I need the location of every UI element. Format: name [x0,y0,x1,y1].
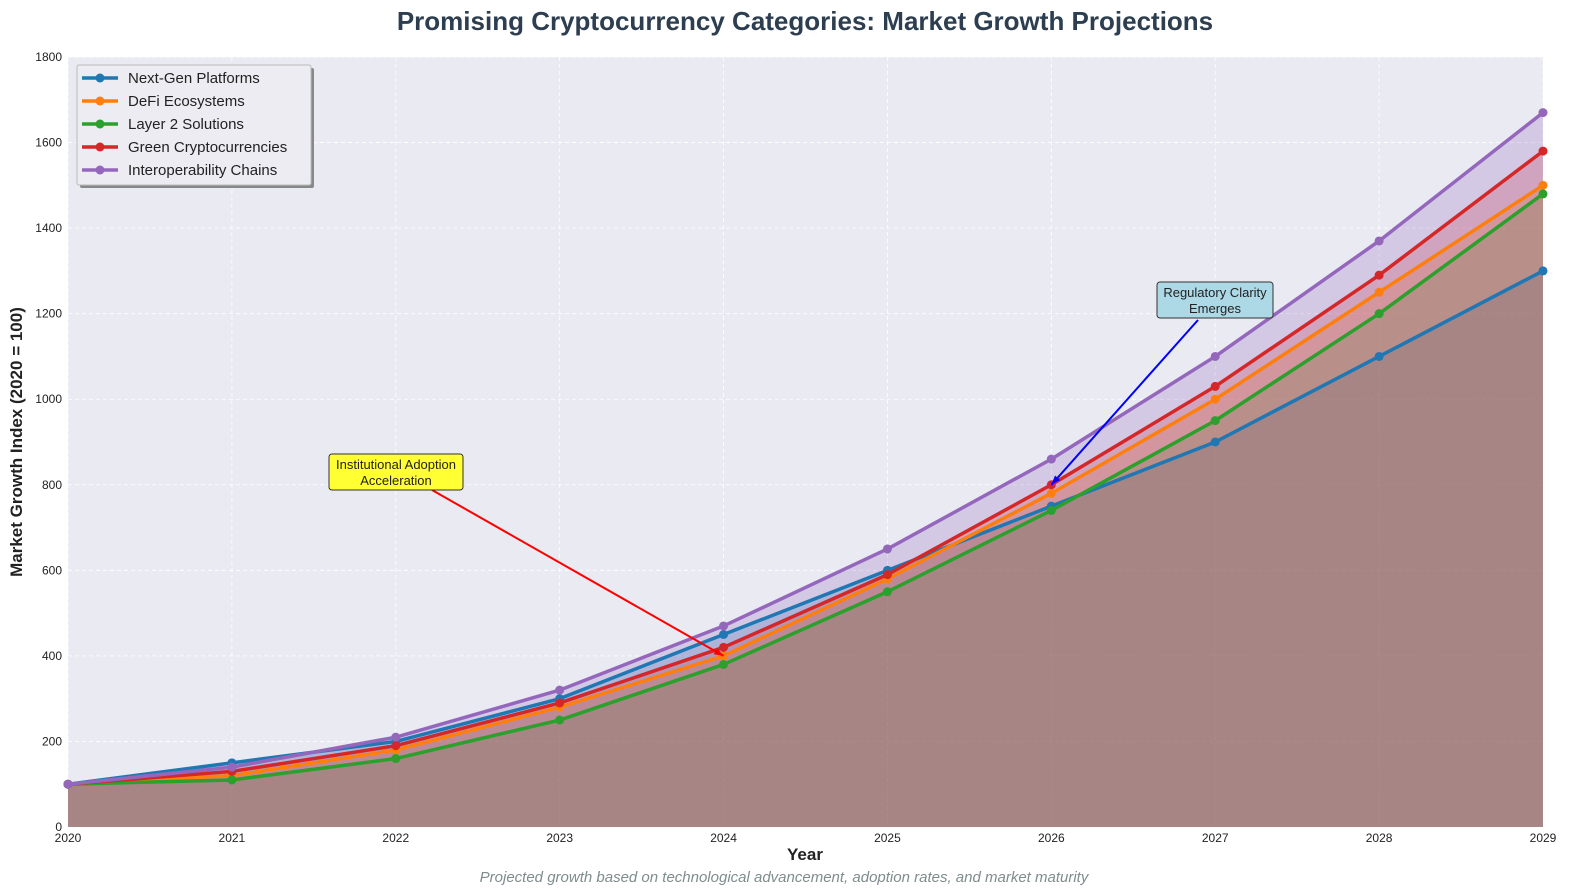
data-point [555,698,565,708]
area-fill [68,270,1543,827]
area-fill [68,151,1543,828]
data-point [1538,108,1548,118]
y-tick-label: 800 [42,478,62,492]
annotation-text: Regulatory Clarity [1163,285,1267,300]
series-line [67,192,1545,786]
y-tick-label: 400 [42,649,62,663]
area-fill [68,193,1543,827]
legend-label: Layer 2 Solutions [128,116,244,133]
annotation-text: Acceleration [360,473,432,488]
legend-marker [95,142,105,152]
y-tick-label: 1800 [35,50,62,64]
y-tick-label: 1200 [35,307,62,321]
x-tick-label: 2028 [1366,831,1393,845]
legend-marker [95,96,105,106]
data-point [1374,309,1384,319]
legend-label: Green Cryptocurrencies [128,139,287,156]
annotation-box [1156,281,1274,319]
data-point [1538,146,1548,156]
y-tick-label: 1600 [35,136,62,150]
series-line [67,183,1544,786]
x-tick-label: 2027 [1202,831,1229,845]
y-tick-label: 0 [55,820,62,834]
x-tick-label: 2023 [546,831,573,845]
data-point [1046,505,1056,515]
x-axis-label: Year [787,845,823,864]
data-point [1210,394,1220,404]
data-point [719,642,729,652]
legend-marker [95,73,105,83]
data-point [1210,437,1220,447]
data-point [882,570,892,580]
data-point [1374,236,1384,246]
area-fill [68,112,1543,828]
data-point [555,685,565,695]
legend-marker [95,119,105,129]
x-tick-label: 2029 [1530,831,1557,845]
legend-marker [95,165,105,175]
data-point [1046,488,1056,498]
area-fill [68,185,1543,828]
annotation-arrow [431,489,725,657]
series-lines [63,108,1548,789]
grid [67,56,1544,828]
arrow-head [1051,475,1061,485]
x-tick-label: 2021 [219,831,246,845]
legend-label: Next-Gen Platforms [128,70,260,87]
data-point [227,762,237,772]
annotation-box [328,453,464,491]
data-point [1210,351,1220,361]
data-point [1210,416,1220,426]
y-tick-label: 1400 [35,221,62,235]
legend-label: DeFi Ecosystems [128,93,245,110]
data-point [719,621,729,631]
data-point [882,587,892,597]
annotation-text: Institutional Adoption [336,457,456,472]
data-point [719,630,729,639]
data-point [1046,454,1056,464]
caption: Projected growth based on technological … [480,869,1090,886]
series-line [67,111,1545,786]
data-point [391,732,401,742]
data-point [391,741,401,751]
chart-title: Promising Cryptocurrency Categories: Mar… [397,6,1213,36]
annotation-text: Emerges [1189,301,1242,316]
x-tick-label: 2022 [382,831,409,845]
data-point [1538,266,1548,276]
y-axis-label: Market Growth Index (2020 = 100) [7,307,26,577]
y-tick-label: 1000 [35,392,62,406]
data-point [1374,351,1384,361]
legend-box [76,64,312,186]
annotation-arrow [1050,319,1199,486]
data-point [1538,189,1548,199]
legend: Next-Gen Platforms DeFi Ecosystems Layer 2… [76,64,314,188]
data-point [227,775,237,785]
data-point [555,715,565,725]
data-point [1374,287,1384,297]
data-point [1210,381,1220,391]
data-point [391,754,401,764]
x-tick-label: 2024 [710,831,737,845]
arrow-head [713,648,724,656]
area-fills [68,112,1543,828]
x-tick-label: 2025 [874,831,901,845]
data-point [63,779,73,789]
data-point [719,659,729,669]
data-point [882,544,892,554]
y-tick-label: 200 [42,734,62,748]
tick-labels: 2020 2021 2022 2023 2024 2025 2026 2027 2028 2029… [35,50,1556,845]
y-tick-label: 600 [42,563,62,577]
data-point [1374,270,1384,280]
x-tick-label: 2026 [1038,831,1065,845]
series-line [67,149,1545,786]
legend-label: Interoperability Chains [128,162,277,179]
data-point [1538,180,1548,190]
x-tick-label: 2020 [55,831,82,845]
